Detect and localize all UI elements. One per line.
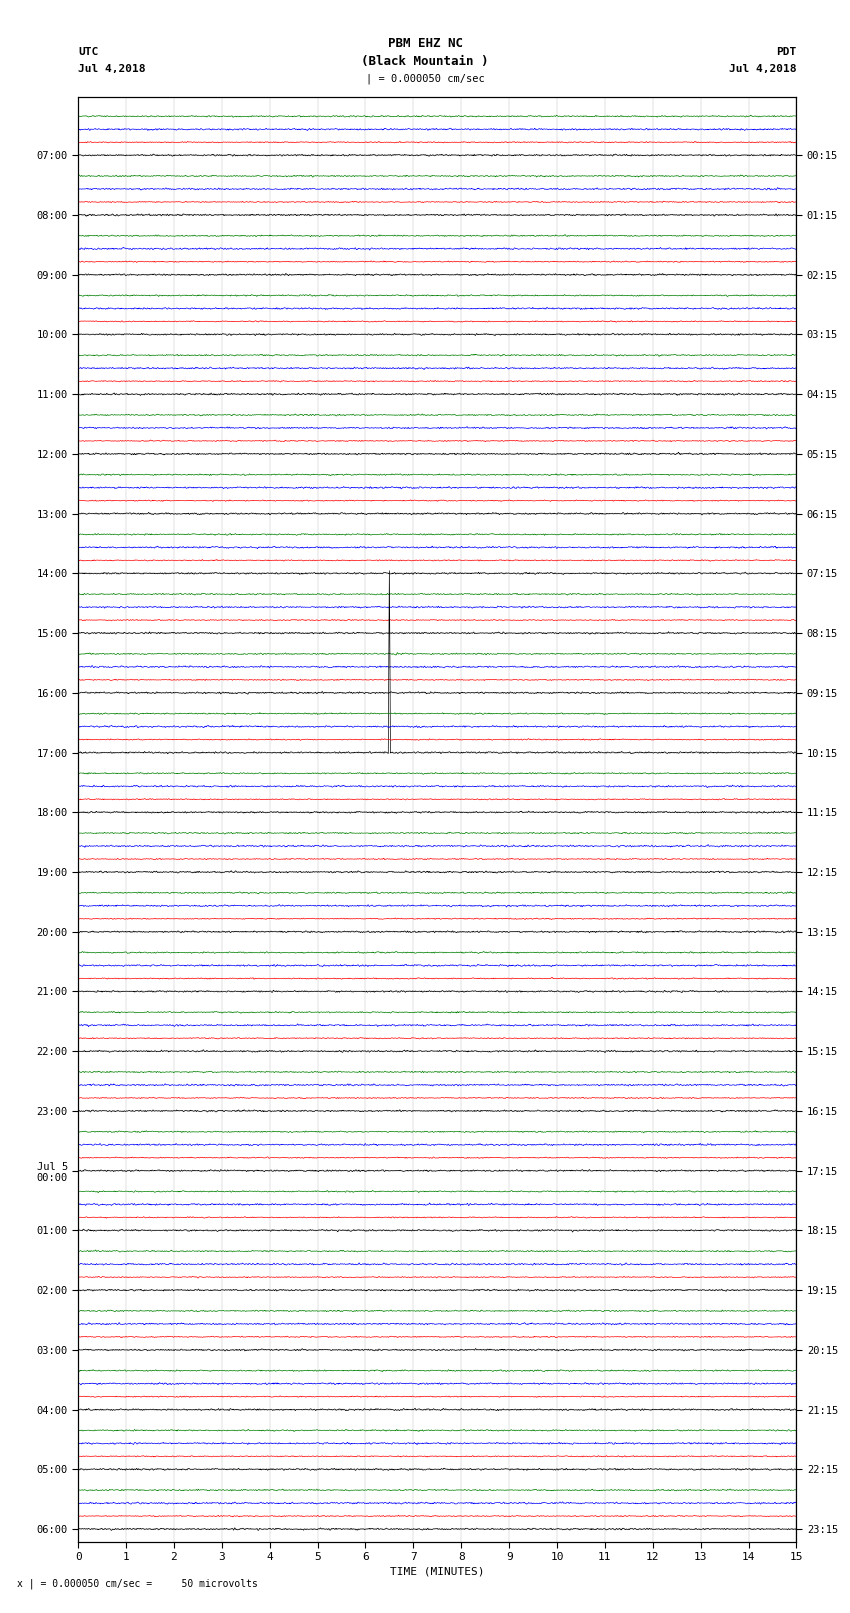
Text: x | = 0.000050 cm/sec =     50 microvolts: x | = 0.000050 cm/sec = 50 microvolts [17, 1579, 258, 1589]
X-axis label: TIME (MINUTES): TIME (MINUTES) [390, 1566, 484, 1576]
Text: PDT: PDT [776, 47, 796, 56]
Text: UTC: UTC [78, 47, 99, 56]
Text: (Black Mountain ): (Black Mountain ) [361, 55, 489, 68]
Text: PBM EHZ NC: PBM EHZ NC [388, 37, 462, 50]
Text: | = 0.000050 cm/sec: | = 0.000050 cm/sec [366, 74, 484, 84]
Text: Jul 4,2018: Jul 4,2018 [78, 65, 145, 74]
Text: Jul 4,2018: Jul 4,2018 [729, 65, 796, 74]
